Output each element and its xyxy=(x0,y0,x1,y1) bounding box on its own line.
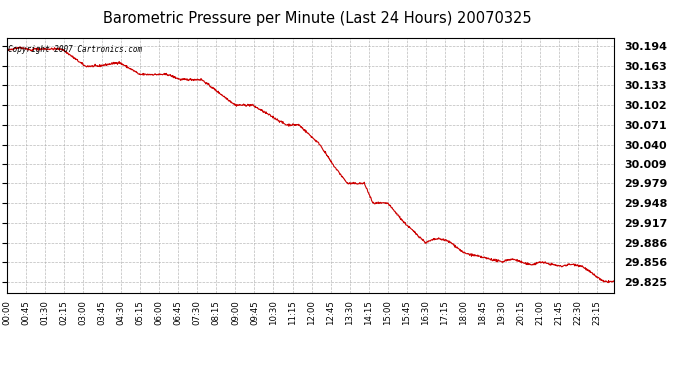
Text: Barometric Pressure per Minute (Last 24 Hours) 20070325: Barometric Pressure per Minute (Last 24 … xyxy=(103,11,532,26)
Text: Copyright 2007 Cartronics.com: Copyright 2007 Cartronics.com xyxy=(8,45,142,54)
